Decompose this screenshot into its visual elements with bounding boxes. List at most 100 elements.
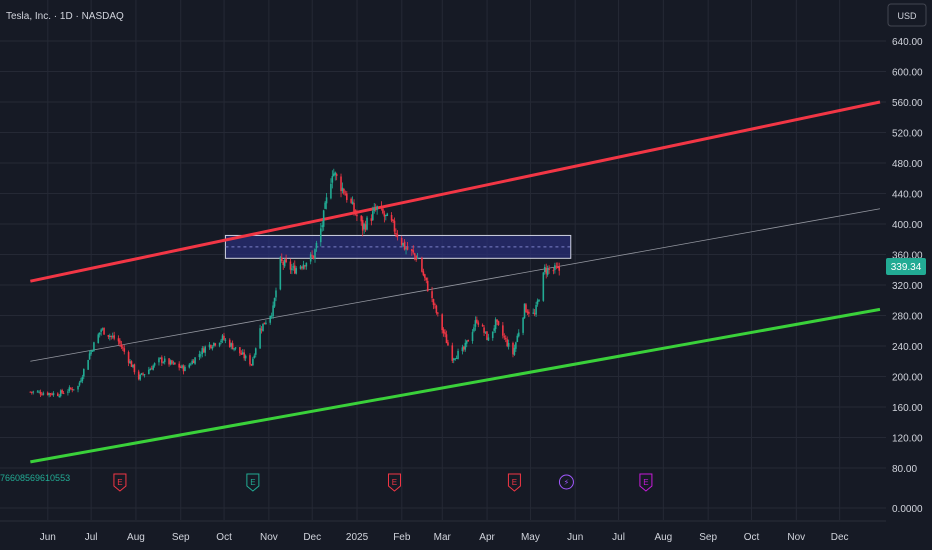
candle (70, 387, 72, 390)
candle (292, 262, 295, 271)
candle (364, 220, 367, 232)
candle (282, 260, 285, 270)
x-tick-label: Aug (127, 532, 145, 543)
candle (374, 203, 377, 212)
candle (122, 344, 124, 351)
x-tick-label: Jun (40, 532, 56, 543)
candle (61, 388, 63, 394)
candle (390, 212, 393, 223)
candle (424, 273, 426, 281)
candle (129, 359, 131, 364)
y-tick-label: 440.00 (892, 190, 923, 201)
candle (194, 357, 196, 365)
candle (309, 252, 312, 265)
candle (513, 344, 516, 356)
candle (302, 260, 305, 270)
candle (461, 344, 464, 355)
candle (522, 317, 524, 336)
candle (556, 262, 559, 269)
candle (41, 391, 43, 396)
candle (223, 332, 225, 341)
candle (332, 168, 335, 177)
candle (457, 348, 459, 360)
candle (434, 302, 436, 309)
candle (465, 340, 468, 348)
x-tick-label: Dec (303, 532, 321, 543)
candle (400, 235, 403, 247)
y-tick-label: 640.00 (892, 37, 923, 48)
y-tick-label: 160.00 (892, 403, 923, 414)
candle (552, 267, 555, 275)
candle (262, 323, 264, 332)
candle (132, 364, 134, 369)
x-tick-label: Mar (434, 532, 452, 543)
candle (413, 252, 416, 261)
candle (406, 241, 409, 251)
candle (218, 342, 221, 348)
candle (52, 391, 55, 397)
candle (71, 387, 74, 393)
event-marker-label: E (512, 478, 517, 487)
candle (140, 372, 143, 376)
candle (554, 262, 556, 274)
candle (220, 338, 222, 345)
candle (463, 345, 465, 352)
earnings-marker-icon[interactable]: E (246, 473, 260, 492)
candle (90, 349, 92, 356)
candle (30, 391, 33, 395)
candle (305, 262, 308, 270)
x-tick-label: Nov (260, 532, 278, 543)
earnings-marker-icon[interactable]: E (507, 473, 521, 492)
currency-button[interactable]: USD (887, 3, 927, 27)
candle (233, 348, 235, 352)
candle (496, 319, 498, 326)
y-tick-label: 520.00 (892, 129, 923, 140)
candle (179, 365, 182, 368)
candle (100, 328, 102, 336)
last-price-value: 339.34 (891, 262, 922, 273)
candle (213, 342, 215, 348)
lower-channel-line (30, 307, 881, 464)
candle (504, 335, 507, 343)
candle (350, 197, 352, 204)
candle (171, 359, 173, 365)
candle (72, 389, 75, 391)
candle (340, 173, 342, 198)
candle (260, 326, 263, 334)
candle (78, 380, 81, 387)
event-marker-label: E (250, 478, 255, 487)
candle (130, 360, 133, 367)
candle (283, 258, 286, 268)
candle (532, 308, 535, 315)
y-tick-label: 600.00 (892, 68, 923, 79)
candle (101, 327, 104, 331)
candle (343, 188, 345, 195)
candle (361, 216, 364, 237)
candle (172, 360, 175, 365)
candle (210, 344, 212, 350)
candle (253, 353, 256, 359)
candle (382, 205, 384, 215)
axes: Jun Jul Aug Sep Oct Nov Dec 2025 Feb Mar Apr May Jun… (0, 37, 923, 543)
candle (148, 366, 150, 375)
earnings-marker-icon[interactable]: E (113, 473, 127, 492)
candle (142, 372, 144, 377)
candle (42, 391, 45, 396)
earnings-marker-icon[interactable]: E (639, 473, 653, 492)
candle (109, 333, 111, 341)
candle (153, 362, 156, 368)
candle (269, 315, 272, 325)
candle (441, 313, 443, 334)
candle (425, 277, 428, 284)
event-marker-icon[interactable]: ⚡ (558, 474, 574, 490)
candle (39, 389, 42, 398)
earnings-marker-icon[interactable]: E (387, 473, 401, 492)
candle (174, 362, 176, 365)
candle (158, 357, 160, 366)
last-price-badge: 339.34 (886, 258, 926, 275)
candle (351, 196, 354, 205)
candle (188, 362, 191, 369)
candle (228, 338, 231, 348)
currency-label: USD (897, 11, 917, 21)
